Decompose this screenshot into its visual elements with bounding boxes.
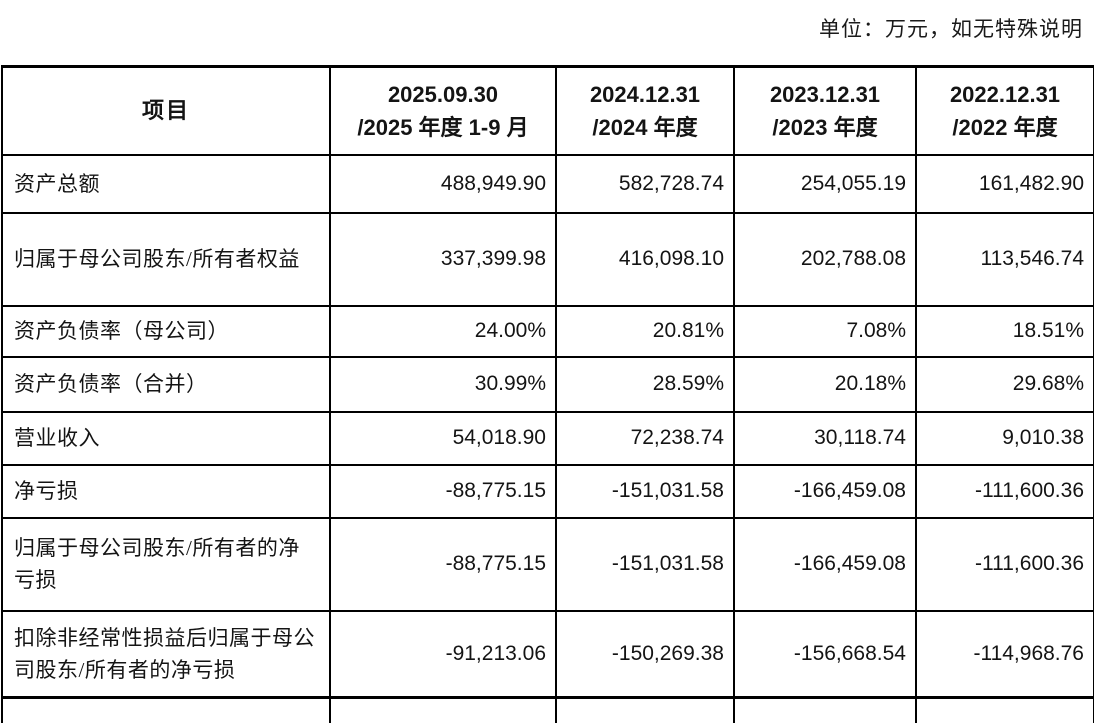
header-period-subtitle: /2023 年度 [772, 114, 878, 140]
cell-value: 582,728.74 [555, 153, 735, 214]
cell-value: 416,098.10 [555, 211, 735, 307]
cell-value: 337,399.98 [329, 211, 557, 307]
cell-value: 18.51% [915, 304, 1094, 358]
unit-note: 单位：万元，如无特殊说明 [819, 17, 1083, 41]
table-row: 扣除非经常性损益后归属于母公司股东/所有者的净亏损 -91,213.06 -15… [1, 609, 1094, 699]
cell-value: -166,459.08 [733, 463, 917, 519]
cell-value: 113,546.74 [915, 211, 1094, 307]
table-row: 资产总额 488,949.90 582,728.74 254,055.19 16… [1, 153, 1094, 214]
cell-value: -88,775.15 [329, 463, 557, 519]
header-period-2022: 2022.12.31 /2022 年度 [915, 65, 1094, 156]
cell-value: 54,018.90 [329, 410, 557, 466]
header-period-subtitle: /2025 年度 1-9 月 [357, 114, 529, 140]
header-item: 项目 [1, 65, 331, 156]
cell-value: -88,775.15 [329, 516, 557, 612]
cell-value: 30,118.74 [733, 410, 917, 466]
cell-value: 28.59% [555, 355, 735, 413]
header-period-title: 2024.12.31 [589, 81, 701, 107]
cell-value: 30.99% [329, 355, 557, 413]
header-item-title: 项目 [141, 98, 190, 124]
cell-value: -166,459.08 [733, 516, 917, 612]
row-label: 净亏损 [1, 463, 331, 519]
table-header: 项目 2025.09.30 /2025 年度 1-9 月 2024.12.31 … [1, 65, 1094, 156]
table-row: 资产负债率（合并） 30.99% 28.59% 20.18% 29.68% [1, 355, 1094, 413]
cell-value: -156,668.54 [733, 609, 917, 699]
cell-value: 161,482.90 [915, 153, 1094, 214]
cell-value: 20.18% [733, 355, 917, 413]
cell-value: 7.08% [733, 304, 917, 358]
table-row-partial [1, 696, 1094, 723]
cell-value: -114,968.76 [915, 609, 1094, 699]
table-row: 归属于母公司股东/所有者的净亏损 -88,775.15 -151,031.58 … [1, 516, 1094, 612]
table-row: 净亏损 -88,775.15 -151,031.58 -166,459.08 -… [1, 463, 1094, 519]
header-period-title: 2025.09.30 [387, 81, 499, 107]
cell-value: 254,055.19 [733, 153, 917, 214]
header-period-title: 2022.12.31 [949, 81, 1061, 107]
financial-summary-table: 项目 2025.09.30 /2025 年度 1-9 月 2024.12.31 … [1, 65, 1094, 723]
header-period-2023: 2023.12.31 /2023 年度 [733, 65, 917, 156]
cell-value: -111,600.36 [915, 516, 1094, 612]
table-row: 营业收入 54,018.90 72,238.74 30,118.74 9,010… [1, 410, 1094, 466]
cell-value: 9,010.38 [915, 410, 1094, 466]
row-label: 归属于母公司股东/所有者的净亏损 [1, 516, 331, 612]
table-row: 资产负债率（母公司） 24.00% 20.81% 7.08% 18.51% [1, 304, 1094, 358]
row-label: 资产负债率（母公司） [1, 304, 331, 358]
cell-value: 488,949.90 [329, 153, 557, 214]
cell-value: 29.68% [915, 355, 1094, 413]
header-period-2025: 2025.09.30 /2025 年度 1-9 月 [329, 65, 557, 156]
header-period-title: 2023.12.31 [769, 81, 881, 107]
cell-value: 20.81% [555, 304, 735, 358]
row-label: 扣除非经常性损益后归属于母公司股东/所有者的净亏损 [1, 609, 331, 699]
header-period-subtitle: /2022 年度 [952, 114, 1058, 140]
header-period-subtitle: /2024 年度 [592, 114, 698, 140]
row-label: 营业收入 [1, 410, 331, 466]
header-period-2024: 2024.12.31 /2024 年度 [555, 65, 735, 156]
row-label: 资产负债率（合并） [1, 355, 331, 413]
cell-value: -91,213.06 [329, 609, 557, 699]
row-label: 归属于母公司股东/所有者权益 [1, 211, 331, 307]
cell-value: -150,269.38 [555, 609, 735, 699]
cell-value: 202,788.08 [733, 211, 917, 307]
cell-value: -111,600.36 [915, 463, 1094, 519]
table-row: 归属于母公司股东/所有者权益 337,399.98 416,098.10 202… [1, 211, 1094, 307]
cell-value: 24.00% [329, 304, 557, 358]
cell-value: -151,031.58 [555, 463, 735, 519]
cell-value: -151,031.58 [555, 516, 735, 612]
row-label: 资产总额 [1, 153, 331, 214]
header-row: 项目 2025.09.30 /2025 年度 1-9 月 2024.12.31 … [1, 65, 1094, 156]
cell-value: 72,238.74 [555, 410, 735, 466]
